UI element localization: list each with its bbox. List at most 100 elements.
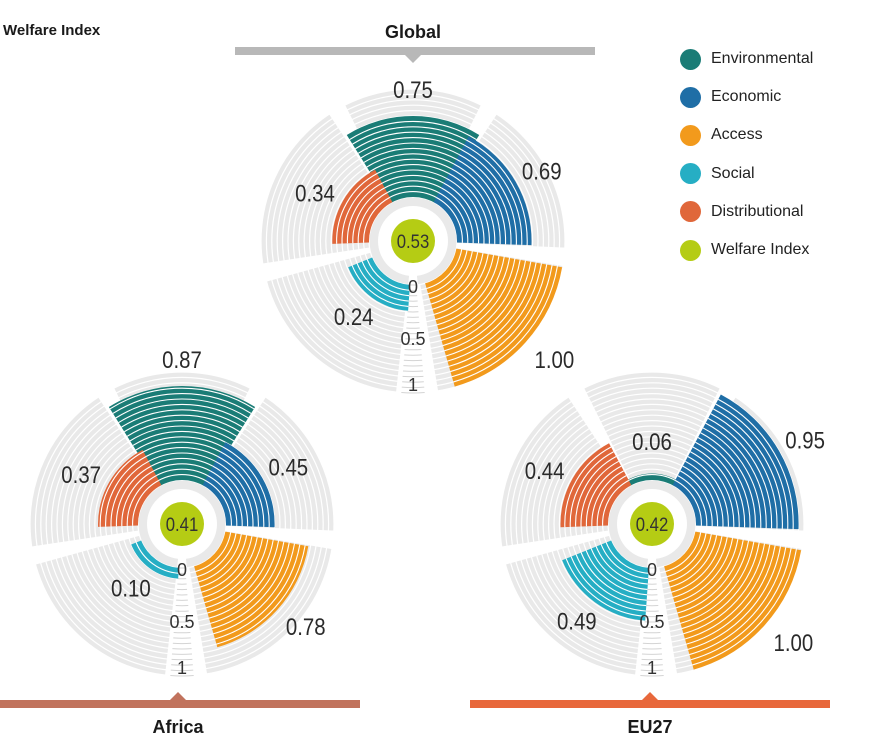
bar-ring-line [214,544,301,640]
title-bar [235,47,595,55]
bar-ring-line [135,436,229,451]
bar-ring-line [458,153,512,245]
radial-chart-eu27: 0.06 0.95 1.00 0.49 0.44 0.42 0 0.5 1 EU27 [470,371,830,737]
bar-ring-line [222,446,270,528]
scale-label: 1 [177,658,187,678]
bar-ring-line [669,535,718,588]
bar-ring-line [105,456,147,527]
scale-label: 0 [647,560,657,580]
bar-ring-line [451,265,553,378]
bar-ring-line [695,441,746,528]
bar-ring-line [442,259,521,347]
scale-label: 1 [647,658,657,678]
bar-ring-line [355,131,471,150]
bar-ring-line [210,470,243,527]
bar-ring-line [383,185,443,195]
value-label-social: 0.49 [557,608,597,635]
bar-ring-line [372,164,454,177]
bar-ring-line [351,265,409,307]
welfare-index-label: 0.42 [636,514,669,535]
bar-ring-line [683,543,766,635]
legend-swatch-icon [680,201,701,223]
bar-ring-line [349,120,477,141]
bar-ring-line [718,398,794,529]
bar-ring-line [369,158,457,173]
bar-ring-line [207,475,238,526]
bar-ring-line [456,158,507,245]
bar-ring-line [441,187,474,244]
bar-ring-line [196,533,237,578]
bar-ring-line [690,451,735,527]
scale-label: 0 [177,560,187,580]
bar-ring-line [115,398,249,419]
bar-ring-line [126,475,157,526]
bar-economic [672,394,799,530]
bar-ring-line [580,552,647,601]
bar-ring-line [678,540,750,619]
bar-ring-line [112,393,252,414]
bar-ring-line [435,196,463,243]
bar-ring-line [710,413,778,529]
value-label-environmental: 0.75 [393,76,433,103]
bar-social [562,540,649,621]
scale-label: 0.5 [639,612,664,632]
bar-ring-line [427,250,468,295]
bar-ring-line [595,546,648,585]
bar-ring-line [686,545,776,645]
bar-ring-line [357,137,469,154]
chart-title: Global [385,22,441,42]
bar-ring-line [135,542,179,574]
bar-ring-line [666,533,707,578]
bar-ring-line [426,249,463,290]
value-label-social: 0.10 [111,575,151,602]
bar-ring-line [357,192,388,243]
bar-ring-line [132,430,232,446]
bar-ring-line [450,264,548,373]
bar-ring-line [149,463,215,474]
legend-item-distributional: Distributional [680,193,813,231]
bar-ring-line [208,540,280,619]
bar-ring-line [444,260,527,352]
bar-access [425,248,564,388]
sector-separator [456,242,566,267]
bar-ring-line [692,549,797,666]
bar-ring-line [690,548,792,661]
value-label-distributional: 0.37 [61,461,101,488]
radial-chart-africa: 0.87 0.45 0.78 0.10 0.37 0.41 0 0.5 1 Africa [0,346,360,737]
bar-fill [562,540,649,621]
scale-label: 0 [408,277,418,297]
bar-ring-line [220,451,265,527]
value-label-environmental: 0.06 [632,428,672,455]
value-label-distributional: 0.34 [295,180,335,207]
bar-ring-line [115,465,152,527]
bar-ring-line [591,470,624,527]
value-label-social: 0.24 [334,303,374,330]
bar-ring-line [375,169,451,182]
bar-distributional [332,169,393,244]
bar-social [348,257,410,311]
scale-strip [634,557,670,678]
bar-ring-line [625,474,679,483]
welfare-index-dot [630,502,674,546]
radial-chart-global: 0.75 0.69 1.00 0.24 0.34 0.53 0 0.5 1 Global [235,22,595,395]
value-label-economic: 0.95 [785,427,825,454]
welfare-index-dot [391,219,435,263]
legend-label: Access [711,126,763,144]
bar-ring-line [693,550,803,671]
scale-label: 1 [408,375,418,395]
legend-label: Social [711,164,755,182]
bar-ring-line [580,460,619,527]
legend-swatch-icon [680,239,701,261]
legend-label: Environmental [711,50,814,68]
bar-ring-line [702,427,762,528]
bar-ring-line [707,417,773,529]
bar-ring-line [360,142,466,159]
bar-ring-line [697,436,751,528]
bar-ring-line [438,192,469,243]
bar-ring-line [448,263,542,367]
bar-ring-line [433,254,489,315]
welfare-index-dot [160,502,204,546]
value-label-distributional: 0.44 [525,458,565,485]
bar-ring-line [126,420,238,437]
